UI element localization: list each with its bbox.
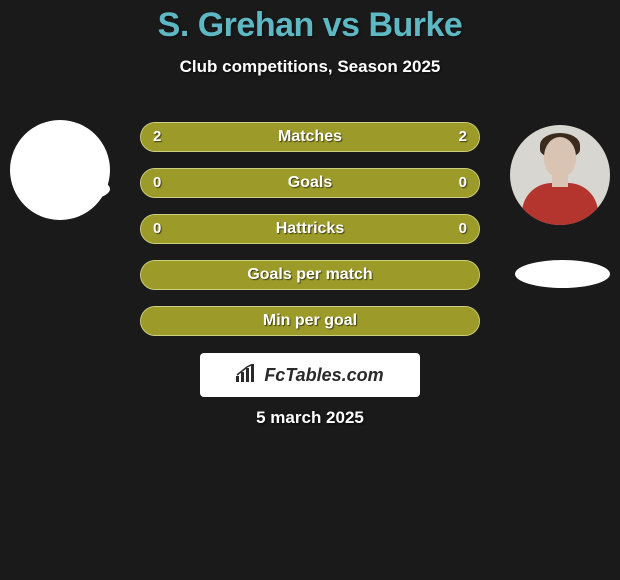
stat-row-matches: 2 Matches 2 (140, 122, 480, 152)
stats-bars: 2 Matches 2 0 Goals 0 0 Hattricks 0 Goal… (140, 122, 480, 352)
stat-row-goals: 0 Goals 0 (140, 168, 480, 198)
stat-row-hattricks: 0 Hattricks 0 (140, 214, 480, 244)
stat-label: Matches (141, 123, 479, 151)
stat-label: Goals (141, 169, 479, 197)
watermark: FcTables.com (200, 353, 420, 397)
stat-row-min-per-goal: Min per goal (140, 306, 480, 336)
stat-right-value: 0 (459, 215, 467, 243)
date-text: 5 march 2025 (0, 408, 620, 428)
stat-label: Hattricks (141, 215, 479, 243)
stat-label: Goals per match (141, 261, 479, 289)
stat-label: Min per goal (141, 307, 479, 335)
chart-icon (236, 354, 258, 398)
player-left-flag (15, 175, 110, 203)
avatar-shirt (522, 183, 598, 225)
comparison-infographic: { "title": "S. Grehan vs Burke", "subtit… (0, 0, 620, 580)
stat-right-value: 2 (459, 123, 467, 151)
page-title: S. Grehan vs Burke (0, 0, 620, 45)
player-right-avatar (510, 125, 610, 225)
player-right-flag (515, 260, 610, 288)
watermark-text: FcTables.com (264, 365, 383, 385)
player-left-avatar (10, 120, 110, 220)
stat-row-goals-per-match: Goals per match (140, 260, 480, 290)
avatar-head (544, 137, 576, 177)
stat-right-value: 0 (459, 169, 467, 197)
subtitle: Club competitions, Season 2025 (0, 57, 620, 77)
